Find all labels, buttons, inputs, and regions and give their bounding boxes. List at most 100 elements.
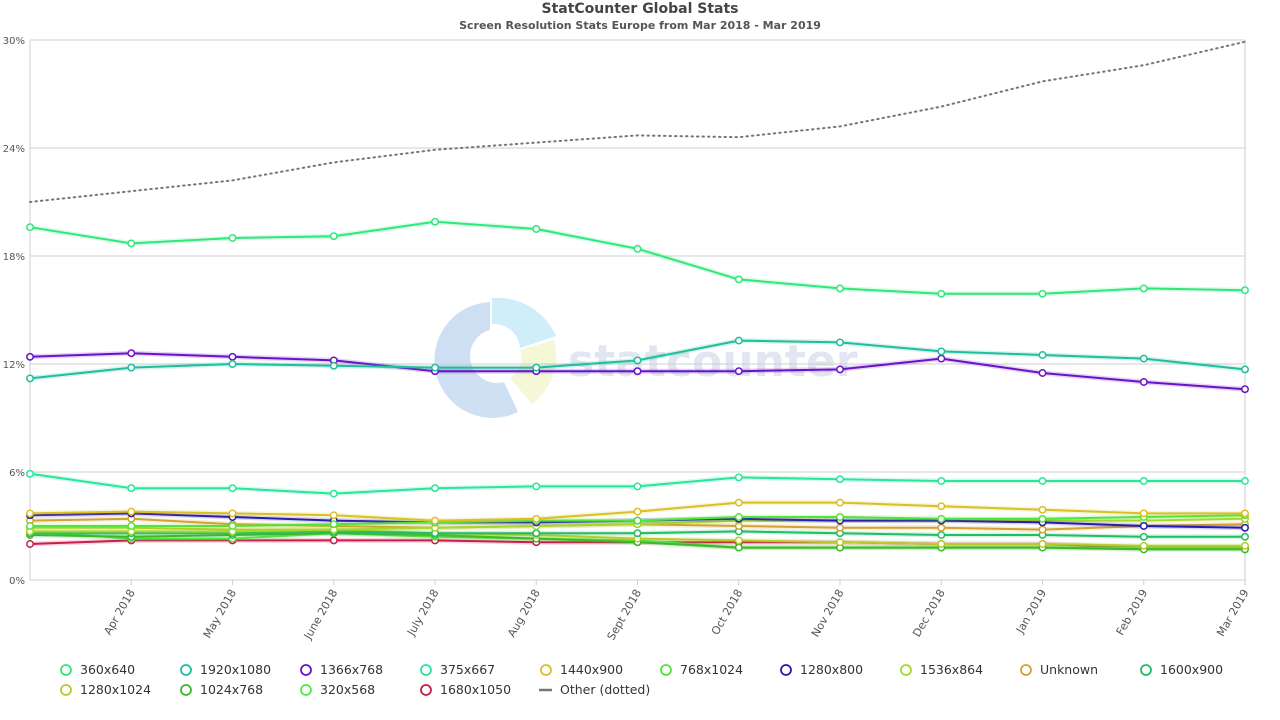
data-point[interactable] — [1038, 525, 1047, 534]
data-point[interactable] — [1241, 477, 1249, 485]
data-point[interactable] — [1241, 286, 1249, 295]
data-point[interactable] — [1139, 532, 1148, 541]
data-point[interactable] — [1139, 541, 1148, 550]
data-point[interactable] — [836, 498, 844, 507]
legend-item[interactable]: 320x568 — [298, 682, 375, 697]
data-point[interactable] — [26, 509, 34, 518]
data-point[interactable] — [1139, 522, 1148, 530]
data-point[interactable] — [1038, 351, 1047, 359]
data-point[interactable] — [431, 363, 439, 372]
data-point[interactable] — [633, 244, 642, 253]
legend-item[interactable]: 768x1024 — [658, 662, 743, 677]
data-point[interactable] — [1241, 532, 1249, 541]
data-point[interactable] — [1038, 505, 1047, 514]
data-point[interactable] — [734, 536, 743, 545]
data-point[interactable] — [836, 365, 844, 374]
data-point[interactable] — [937, 540, 946, 548]
data-point[interactable] — [26, 469, 34, 478]
data-point[interactable] — [836, 513, 844, 521]
data-point[interactable] — [937, 523, 946, 532]
data-point[interactable] — [431, 484, 439, 493]
legend-item[interactable]: 1280x1024 — [58, 682, 151, 697]
data-point[interactable] — [937, 354, 946, 363]
legend-item[interactable]: Other (dotted) — [538, 682, 650, 697]
data-point[interactable] — [633, 367, 642, 376]
data-point[interactable] — [26, 522, 34, 530]
data-point[interactable] — [1241, 365, 1249, 374]
data-point[interactable] — [734, 513, 743, 521]
data-point[interactable] — [1139, 477, 1148, 485]
data-point[interactable] — [1241, 523, 1249, 532]
data-point[interactable] — [127, 484, 136, 493]
data-point[interactable] — [734, 498, 743, 507]
data-point[interactable] — [329, 489, 338, 498]
data-point[interactable] — [532, 514, 541, 523]
data-point[interactable] — [228, 234, 237, 242]
data-point[interactable] — [1139, 354, 1148, 363]
data-point[interactable] — [1139, 378, 1148, 386]
data-point[interactable] — [734, 543, 743, 552]
data-point[interactable] — [26, 540, 34, 548]
data-point[interactable] — [329, 536, 338, 545]
data-point[interactable] — [127, 507, 136, 516]
data-point[interactable] — [26, 223, 34, 232]
data-point[interactable] — [329, 520, 338, 529]
data-point[interactable] — [937, 514, 946, 523]
legend-item[interactable]: 1536x864 — [898, 662, 983, 677]
data-point[interactable] — [127, 363, 136, 372]
data-point[interactable] — [1241, 541, 1249, 550]
data-point[interactable] — [329, 361, 338, 370]
data-point[interactable] — [127, 349, 136, 358]
data-point[interactable] — [329, 232, 338, 241]
data-point[interactable] — [836, 538, 844, 547]
legend-item[interactable]: 1600x900 — [1138, 662, 1223, 677]
data-point[interactable] — [228, 522, 237, 530]
data-point[interactable] — [836, 523, 844, 532]
data-point[interactable] — [633, 529, 642, 538]
data-point[interactable] — [836, 475, 844, 484]
data-point[interactable] — [532, 529, 541, 538]
data-point[interactable] — [1038, 477, 1047, 485]
data-point[interactable] — [26, 352, 34, 361]
data-point[interactable] — [228, 509, 237, 518]
data-point[interactable] — [937, 347, 946, 356]
data-point[interactable] — [836, 284, 844, 293]
data-point[interactable] — [836, 338, 844, 347]
legend-item[interactable]: Unknown — [1018, 662, 1098, 677]
legend-item[interactable]: 1366x768 — [298, 662, 383, 677]
data-point[interactable] — [633, 516, 642, 525]
data-point[interactable] — [734, 336, 743, 345]
data-point[interactable] — [1241, 509, 1249, 518]
legend-item[interactable]: 1280x800 — [778, 662, 863, 677]
data-point[interactable] — [1038, 369, 1047, 377]
data-point[interactable] — [228, 352, 237, 361]
data-point[interactable] — [1038, 514, 1047, 523]
data-point[interactable] — [1038, 289, 1047, 298]
legend-item[interactable]: 1920x1080 — [178, 662, 271, 677]
data-point[interactable] — [127, 522, 136, 530]
data-point[interactable] — [633, 482, 642, 491]
data-point[interactable] — [1139, 509, 1148, 518]
data-point[interactable] — [937, 502, 946, 511]
legend-item[interactable]: 1440x900 — [538, 662, 623, 677]
data-point[interactable] — [1139, 284, 1148, 293]
data-point[interactable] — [937, 289, 946, 298]
data-point[interactable] — [127, 239, 136, 248]
data-point[interactable] — [937, 531, 946, 539]
data-point[interactable] — [532, 482, 541, 491]
legend-item[interactable]: 360x640 — [58, 662, 135, 677]
data-point[interactable] — [329, 511, 338, 520]
legend-item[interactable]: 375x667 — [418, 662, 495, 677]
data-point[interactable] — [1241, 385, 1249, 394]
data-point[interactable] — [431, 516, 439, 525]
data-point[interactable] — [633, 507, 642, 516]
data-point[interactable] — [633, 356, 642, 365]
data-point[interactable] — [228, 484, 237, 493]
data-point[interactable] — [937, 477, 946, 485]
data-point[interactable] — [1038, 540, 1047, 548]
data-point[interactable] — [431, 217, 439, 226]
legend-item[interactable]: 1680x1050 — [418, 682, 511, 697]
data-point[interactable] — [532, 225, 541, 233]
data-point[interactable] — [26, 374, 34, 383]
data-point[interactable] — [734, 275, 743, 284]
